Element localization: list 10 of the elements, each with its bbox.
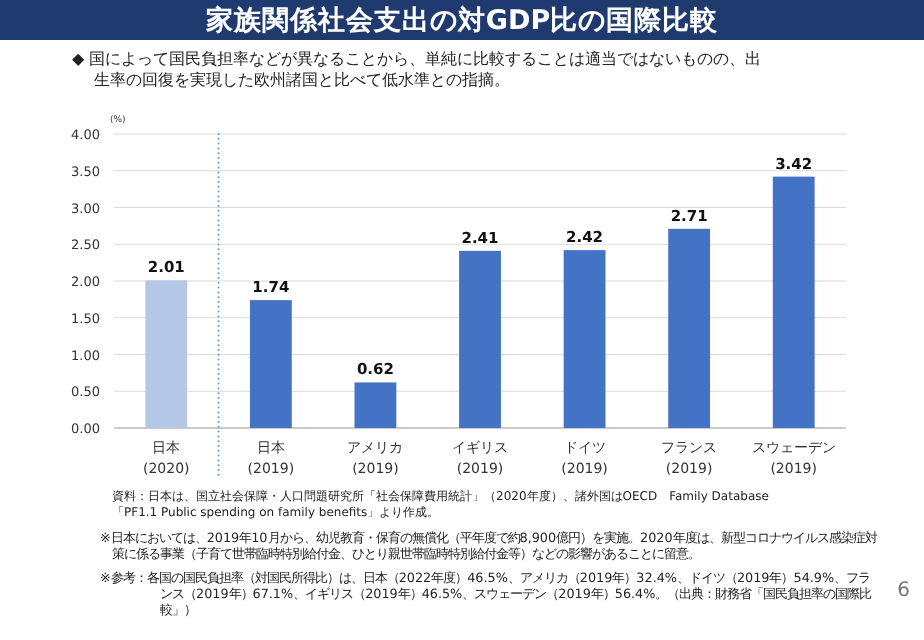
bar — [563, 250, 606, 428]
bar — [249, 300, 292, 428]
bar — [145, 280, 188, 428]
text: 6 — [897, 580, 910, 602]
bar — [772, 176, 815, 428]
bar — [668, 228, 711, 428]
chart-title: 家族関係社会支出の対GDP比の国際比較 — [203, 3, 721, 37]
chart-subtitle: ◆ 国によって国民負担率などが異なることから、単純に比較することは適当ではないものの、出生率の回復を実現した欧州諸国と比べて低水準との指摘。 — [72, 50, 762, 89]
bar — [459, 250, 501, 428]
bar — [354, 382, 397, 428]
